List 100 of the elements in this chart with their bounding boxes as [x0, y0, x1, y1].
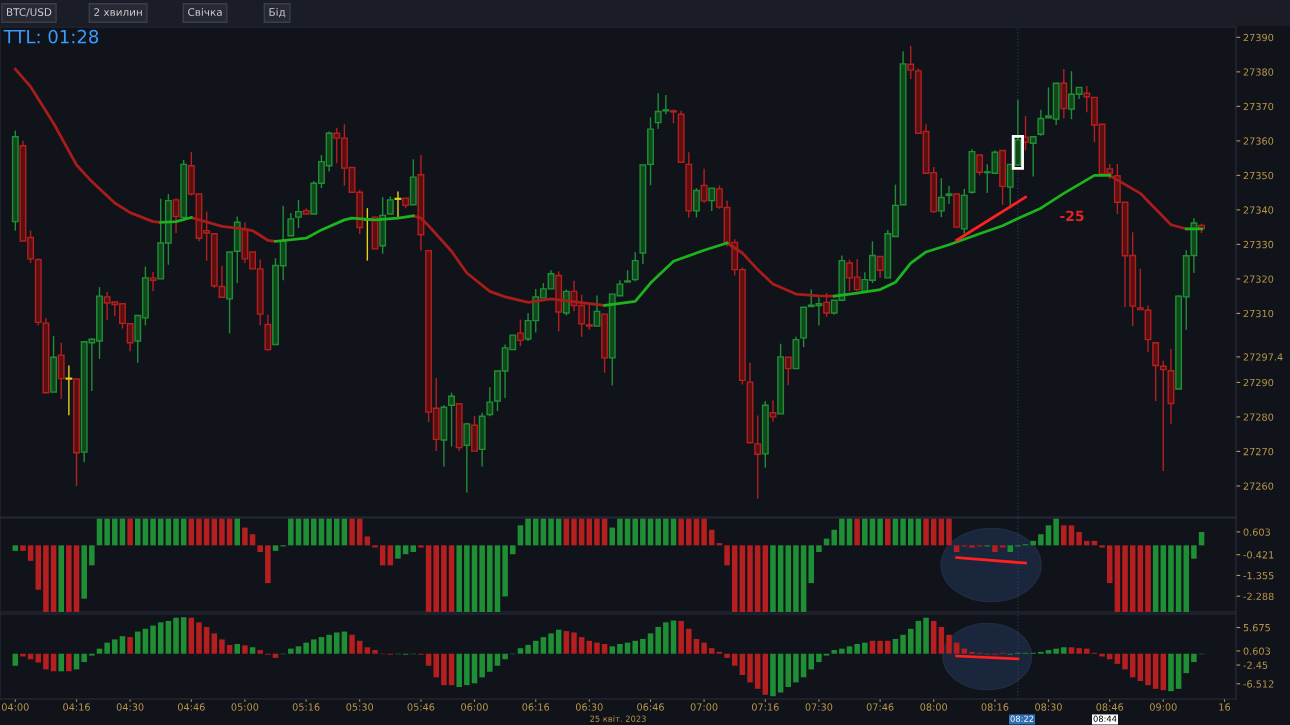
- bar: [127, 637, 133, 654]
- bar: [142, 628, 149, 654]
- bar: [862, 518, 868, 546]
- bar: [127, 518, 133, 546]
- candlestick: [65, 364, 73, 416]
- bar: [1045, 650, 1052, 654]
- bar: [571, 518, 577, 546]
- bar: [464, 545, 470, 612]
- bar: [341, 631, 348, 654]
- bar: [670, 620, 677, 654]
- bar: [548, 518, 554, 546]
- bar: [356, 640, 363, 654]
- candlestick: [1029, 136, 1037, 178]
- bar: [119, 636, 126, 654]
- bar: [441, 653, 447, 686]
- candlestick: [1006, 163, 1014, 208]
- bar: [510, 545, 516, 555]
- bar: [1137, 545, 1144, 612]
- candlestick: [448, 392, 455, 448]
- bar: [647, 633, 654, 654]
- bar: [900, 634, 906, 654]
- y-tick-label: 27290: [1243, 378, 1274, 387]
- x-tick-label: 08:00: [920, 703, 948, 711]
- bar: [1061, 525, 1067, 546]
- x-tick-label: 09:00: [1149, 703, 1177, 711]
- bar: [173, 518, 179, 546]
- text: 08:44: [1093, 715, 1117, 722]
- y-tick-label: 27297.4: [1243, 353, 1283, 361]
- x-tick-label: 07:30: [805, 703, 833, 711]
- bar: [150, 518, 156, 546]
- bar: [372, 545, 378, 548]
- bar: [525, 644, 531, 654]
- bar: [157, 622, 164, 654]
- text: 25 квіт. 2023: [590, 715, 646, 722]
- bar: [1137, 653, 1144, 681]
- candlestick: [1037, 109, 1045, 137]
- bar: [846, 646, 853, 654]
- bar: [188, 617, 195, 654]
- bar: [502, 545, 508, 597]
- bar: [709, 648, 715, 654]
- text: 2 хвилин: [94, 8, 142, 16]
- y-tick-label: -2.288: [1243, 592, 1274, 601]
- bar: [1106, 545, 1113, 584]
- x-tick-label: 06:30: [575, 703, 603, 711]
- x-tick-label: 08:46: [1096, 703, 1124, 711]
- bar: [135, 518, 141, 546]
- bar: [288, 518, 294, 546]
- bar: [800, 545, 807, 612]
- bar: [318, 637, 325, 654]
- bar: [686, 628, 692, 654]
- bar: [747, 545, 753, 612]
- bar: [1099, 545, 1105, 548]
- candlestick: [1083, 85, 1091, 113]
- y-tick-label: 27370: [1243, 102, 1274, 111]
- bar: [839, 518, 845, 546]
- bar: [395, 545, 401, 559]
- bar: [1152, 545, 1159, 612]
- bar: [487, 545, 493, 612]
- candlestick: [295, 199, 302, 229]
- candlestick: [516, 318, 524, 347]
- bar: [793, 653, 799, 683]
- bar: [678, 620, 684, 654]
- text: Бід: [269, 7, 286, 18]
- bar: [946, 634, 952, 654]
- x-tick-label: 07:00: [690, 703, 718, 711]
- candlestick: [823, 292, 831, 318]
- bar: [441, 545, 447, 612]
- bar: [1038, 534, 1044, 546]
- x-tick-label: 04:30: [116, 703, 144, 711]
- bar: [594, 642, 600, 654]
- bar: [203, 626, 210, 654]
- bar: [594, 518, 600, 546]
- bar: [915, 620, 922, 654]
- candlestick: [700, 168, 708, 204]
- bar: [548, 633, 554, 654]
- bar: [655, 518, 661, 546]
- bar: [448, 653, 455, 686]
- bar: [747, 653, 753, 683]
- bar: [1053, 518, 1059, 546]
- bar: [923, 617, 929, 654]
- bar: [425, 653, 432, 666]
- bar: [180, 617, 187, 654]
- bar: [12, 545, 19, 551]
- bar: [678, 518, 684, 546]
- y-tick-label: -1.355: [1243, 571, 1274, 580]
- bar: [135, 631, 141, 654]
- bar: [632, 518, 638, 546]
- x-tick-label: 06:46: [637, 703, 664, 711]
- bar: [617, 518, 623, 546]
- bar: [923, 518, 929, 546]
- bar: [517, 525, 524, 546]
- bar: [770, 545, 776, 612]
- candlestick: [287, 212, 295, 237]
- bar: [946, 518, 952, 546]
- bar: [877, 518, 883, 546]
- x-tick-label: 08:30: [1035, 703, 1062, 711]
- bar: [1175, 545, 1182, 612]
- text: Свічка: [188, 7, 222, 17]
- bar: [349, 634, 355, 654]
- x-tick-label: 06:16: [522, 703, 550, 711]
